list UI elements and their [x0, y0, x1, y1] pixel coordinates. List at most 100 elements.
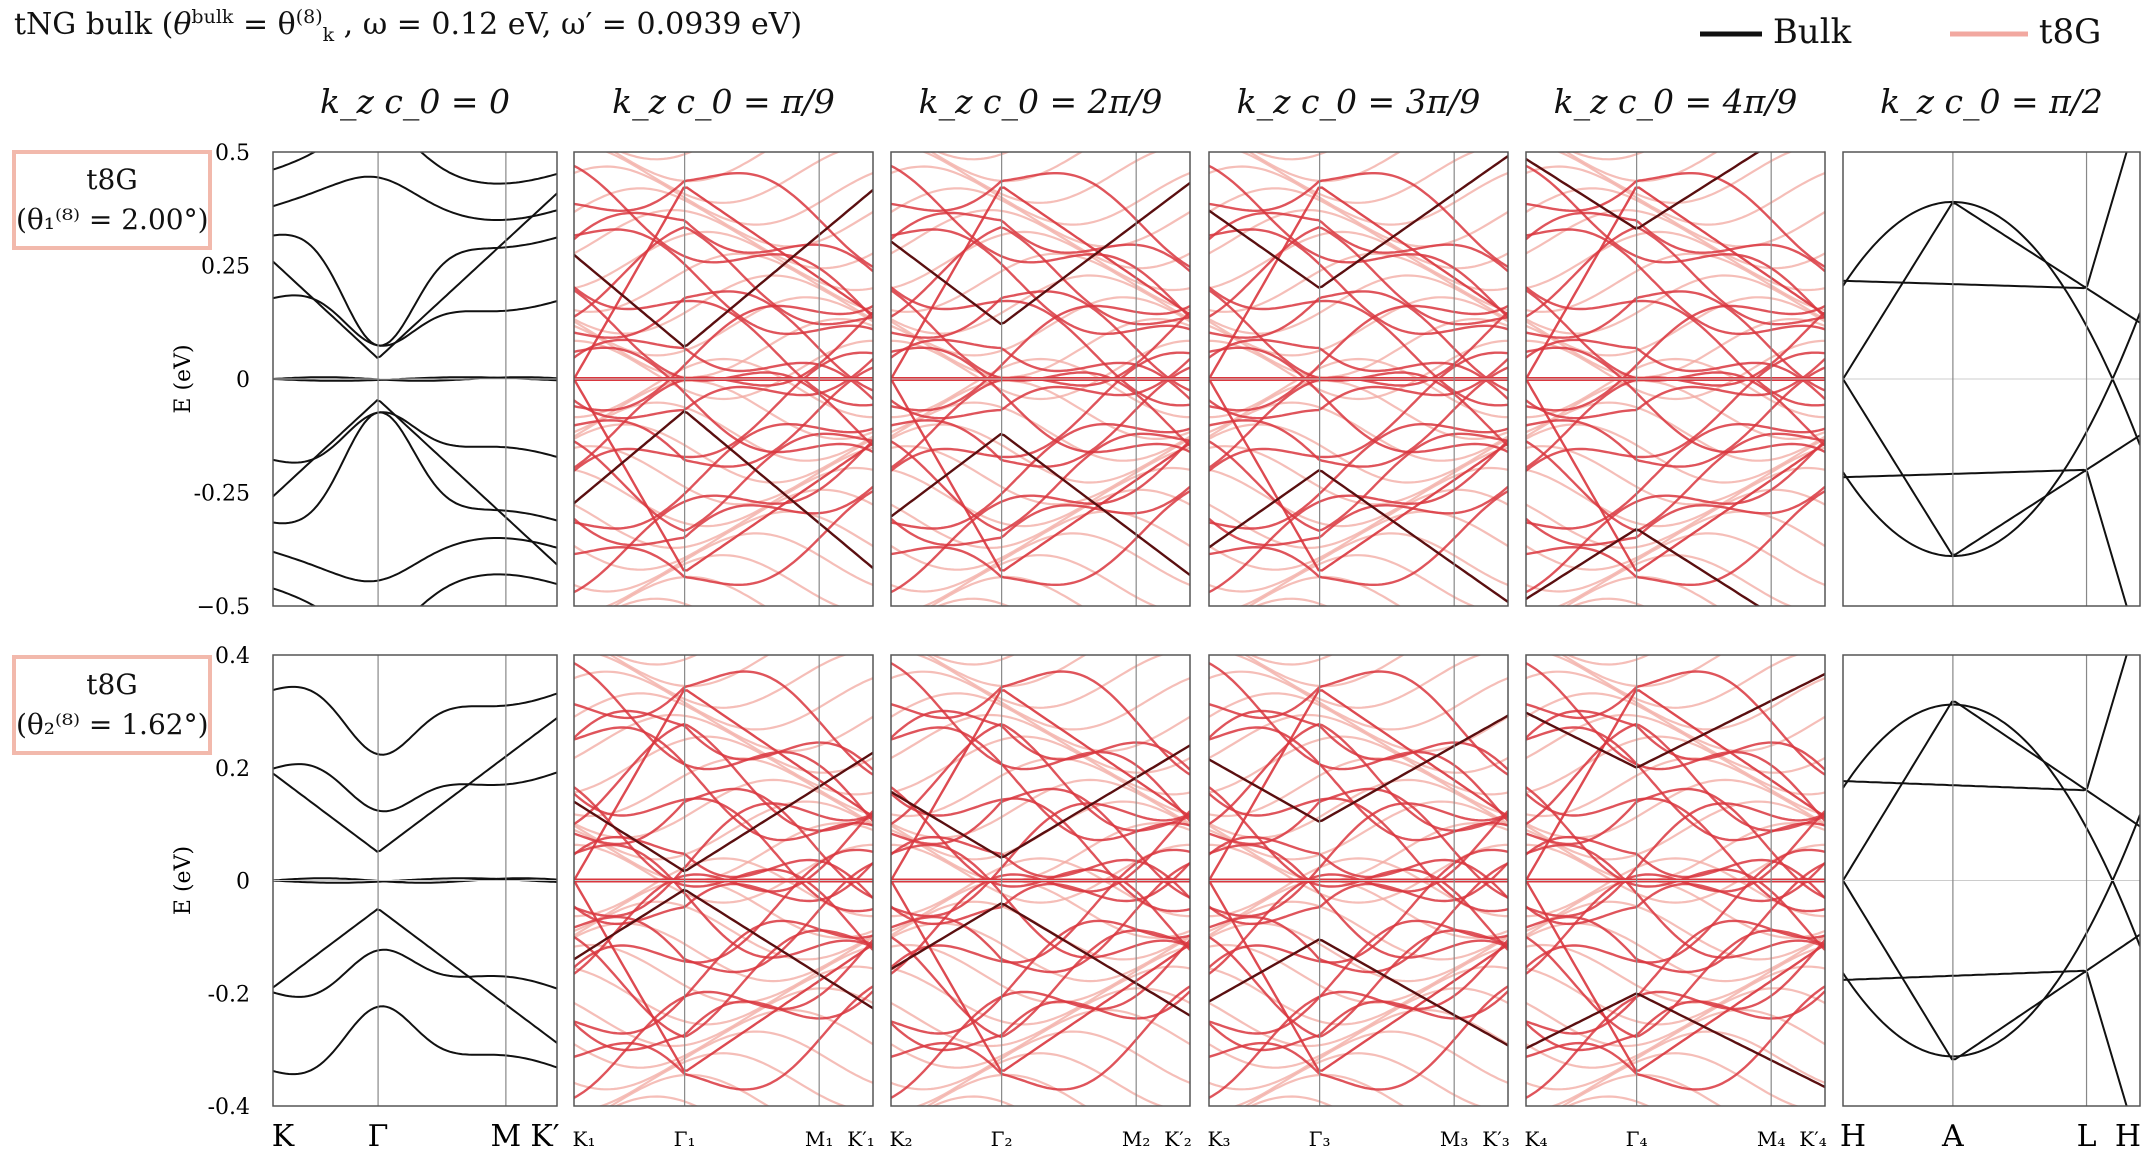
t8g-light-up-1	[891, 822, 1190, 883]
t8g-light-down-5	[1209, 466, 1508, 528]
bulk-band-down-0	[273, 411, 557, 525]
t8g-dirac-up	[1526, 689, 1825, 882]
t8g-strong-up-3	[1209, 787, 1508, 882]
t8g-strong-down-1	[1209, 378, 1508, 420]
t8g-strong-up-0	[1209, 304, 1508, 381]
title-rest: , ω = 0.12 eV, ω′ = 0.0939 eV)	[334, 7, 803, 42]
t8g-light-up-1	[1526, 318, 1825, 379]
t8g-light-down-12	[891, 621, 1190, 679]
panel-r2-c5-curves	[1526, 655, 1825, 1106]
arc-up	[1843, 703, 2140, 947]
row-2-ytick-4: -0.4	[208, 1095, 250, 1120]
row-1-ytick-2: 0	[236, 368, 250, 393]
row-1-ytick-0: 0.5	[215, 141, 250, 166]
t8g-light-down-11	[1570, 597, 1646, 606]
t8g-strong-up-6	[574, 726, 873, 842]
dark-cone-down	[1209, 469, 1508, 603]
t8g-light-up-10	[1243, 655, 1405, 688]
t8g-light-up-2	[574, 296, 873, 357]
row-1-ytick-4: −0.5	[197, 595, 250, 620]
t8g-strong-up-3	[1526, 290, 1825, 381]
t8g-light-up-9	[1233, 655, 1483, 709]
t8g-strong-down-1	[574, 378, 873, 420]
t8g-strong-down-9	[1209, 985, 1508, 1091]
t8g-strong-up-9	[1209, 172, 1508, 268]
t8g-light-down-1	[1526, 878, 1825, 939]
t8g-strong-up-3	[1526, 787, 1825, 882]
t8g-strong-up-7	[1526, 211, 1825, 273]
cone-up	[273, 717, 557, 853]
xtick-c5-1: Γ₄	[1626, 1127, 1648, 1151]
bulk-band-up-0	[273, 685, 557, 756]
t8g-light-up-8	[891, 165, 1190, 226]
t8g-light-up-13	[891, 564, 1190, 622]
cone-down	[273, 908, 557, 1044]
t8g-light-down-9	[921, 554, 1158, 606]
t8g-strong-up-9	[574, 172, 873, 268]
t8g-strong-down-8	[574, 939, 873, 1099]
t8g-dirac-down	[891, 378, 1190, 572]
t8g-light-down-8	[891, 1030, 1190, 1091]
t8g-strong-down-6	[1526, 919, 1825, 1035]
t8g-light-up-10	[608, 655, 770, 688]
panel-r1-c3-frame	[890, 151, 1191, 607]
t8g-light-up-5	[574, 230, 873, 292]
dark-cone-up	[574, 188, 873, 348]
t8g-strong-down-6	[574, 919, 873, 1035]
t8g-strong-down-0	[1209, 879, 1508, 959]
t8g-light-up-7	[891, 692, 1190, 753]
row-2-ytick-3: -0.2	[208, 982, 250, 1007]
t8g-strong-down-7	[891, 485, 1190, 547]
t8g-light-down-6	[1526, 488, 1825, 550]
t8g-light-down-10	[1560, 1073, 1722, 1106]
t8g-strong-down-6	[1209, 423, 1508, 530]
t8g-light-down-13	[574, 642, 873, 700]
t8g-light-down-5	[574, 965, 873, 1026]
t8g-strong-up-7	[1526, 709, 1825, 771]
t8g-strong-down-4	[891, 878, 1190, 969]
legend-t8g-swatch	[1950, 31, 2028, 37]
column-header-3: k_z c_0 = 2π/9	[918, 82, 1163, 121]
t8g-strong-up-1	[1209, 338, 1508, 380]
t8g-light-up-11	[618, 152, 694, 161]
t8g-strong-up-8	[1209, 662, 1508, 822]
dark-cone-down	[891, 432, 1190, 577]
t8g-light-up-8	[574, 670, 873, 731]
t8g-light-down-10	[608, 1073, 770, 1106]
t8g-light-up-9	[915, 655, 1165, 709]
xtick-c1-3: K′	[530, 1119, 559, 1154]
t8g-strong-up-7	[1209, 211, 1508, 273]
panel-r2-c4-curves	[1209, 655, 1508, 1106]
legend-t8g-label: t8G	[2038, 12, 2102, 52]
panel-r1-c2-curves	[574, 152, 873, 700]
t8g-light-down-6	[891, 987, 1190, 1048]
t8g-strong-down-1	[891, 378, 1190, 420]
t8g-dirac-up	[1526, 186, 1825, 380]
t8g-light-down-6	[574, 488, 873, 550]
panel-r2-c2-frame	[573, 654, 874, 1107]
arc-down	[1843, 312, 2140, 558]
xtick-c6-0: H	[1840, 1119, 1866, 1154]
panel-r2-c3-frame	[890, 654, 1191, 1107]
t8g-light-up-4	[574, 757, 873, 818]
xtick-c4-3: K′₃	[1482, 1127, 1510, 1151]
lh-down	[1843, 468, 2128, 606]
t8g-strong-up-8	[1526, 164, 1825, 319]
t8g-strong-up-1	[1526, 338, 1825, 380]
t8g-strong-up-0	[1526, 304, 1825, 381]
t8g-strong-down-0	[574, 377, 873, 454]
t8g-light-up-1	[1526, 822, 1825, 883]
t8g-strong-down-5	[574, 432, 873, 532]
xtick-c1-2: M	[491, 1119, 522, 1154]
t8g-light-up-6	[891, 713, 1190, 774]
t8g-strong-down-8	[891, 439, 1190, 594]
t8g-light-up-8	[1209, 670, 1508, 731]
t8g-strong-down-4	[1209, 878, 1508, 969]
bulk-band-up-1	[273, 294, 557, 347]
row-label-2-angle: (θ₂⁽⁸⁾ = 1.62°)	[16, 708, 209, 741]
hal-up-1	[1843, 700, 2140, 882]
t8g-dirac-down	[1526, 879, 1825, 1072]
t8g-light-down-9	[1550, 1052, 1800, 1106]
xtick-c6-2: L	[2077, 1119, 2097, 1154]
t8g-strong-up-8	[574, 662, 873, 822]
